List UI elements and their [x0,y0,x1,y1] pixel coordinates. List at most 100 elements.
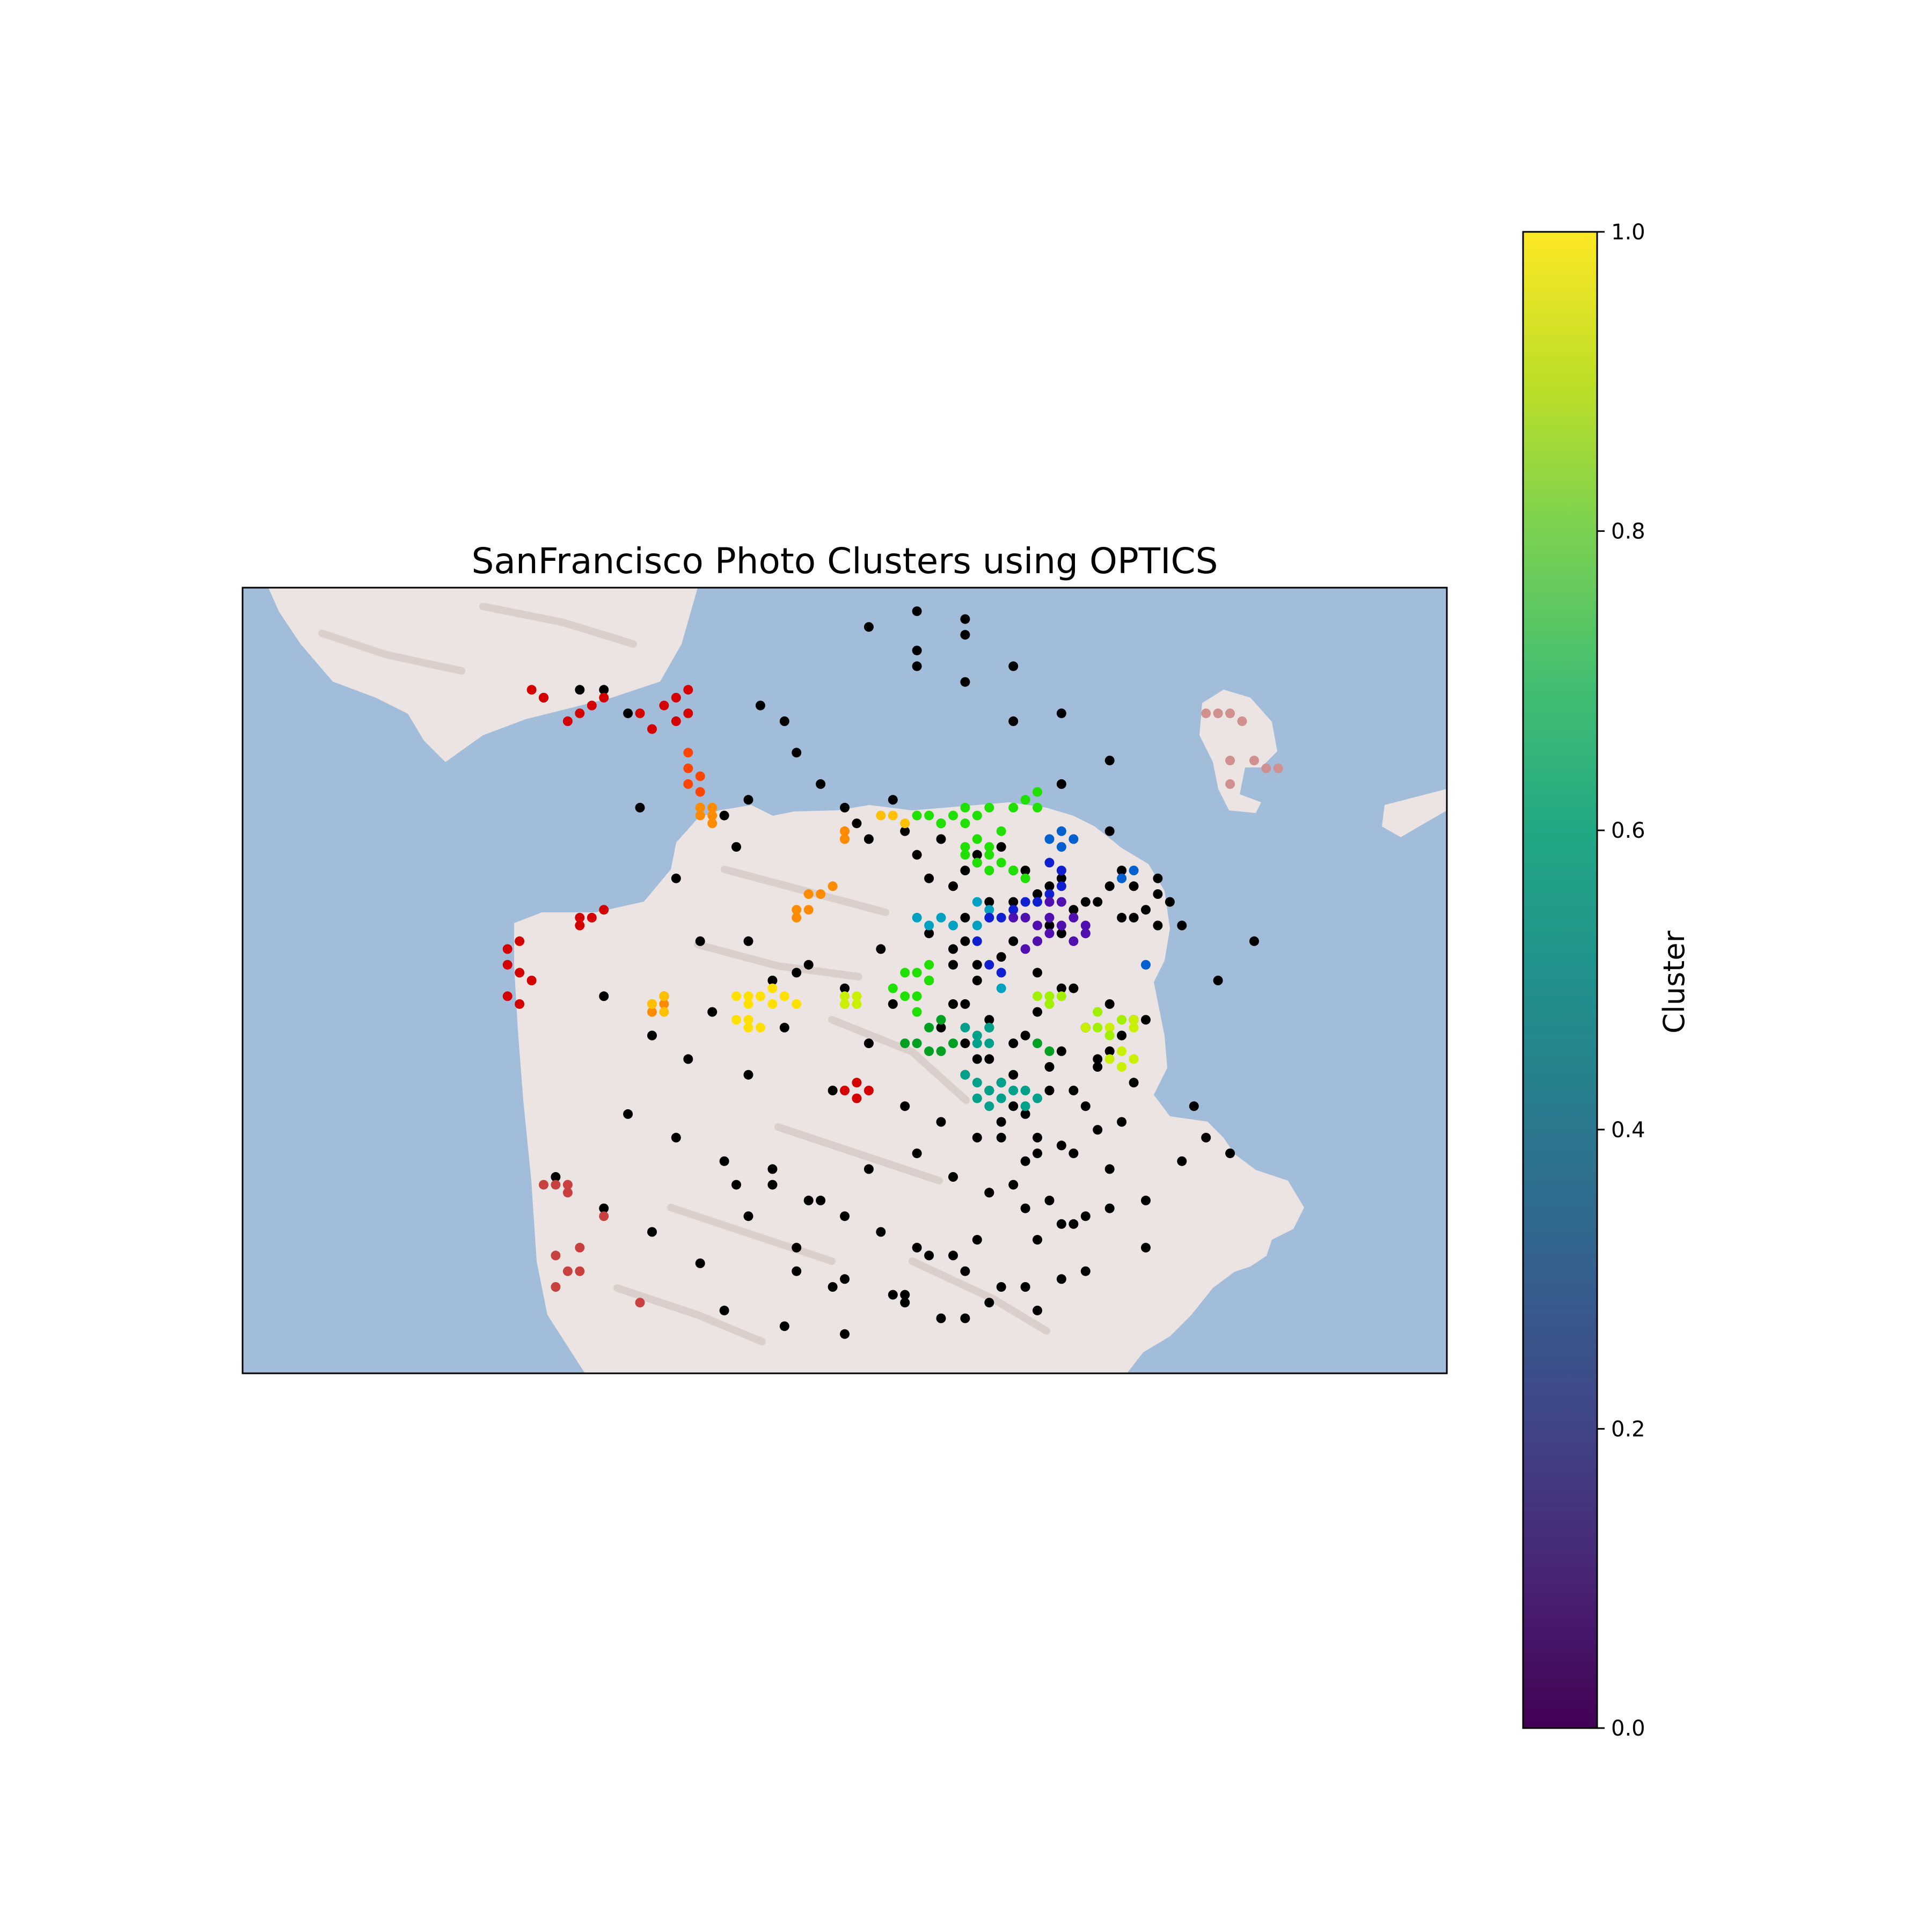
data-point [647,724,657,734]
data-point [575,685,585,695]
data-point [924,873,934,883]
data-point [1225,779,1235,789]
data-point [948,1038,958,1049]
data-point [1056,928,1066,939]
data-point [1093,897,1103,907]
data-point [792,748,802,758]
data-point [562,1180,573,1190]
data-point [1225,1148,1235,1159]
data-point [671,716,681,726]
data-point [972,850,982,860]
data-point [972,1093,982,1103]
data-point [515,999,525,1009]
data-point [984,897,994,907]
data-point [972,1235,982,1245]
data-point [1080,1211,1091,1221]
land-angel-island [1199,690,1277,813]
data-point [1008,661,1019,671]
data-point [996,1282,1006,1292]
data-point [1069,1086,1079,1095]
data-point [1033,897,1042,907]
data-point [912,1242,922,1253]
data-point [731,1180,741,1190]
data-point [1020,866,1030,875]
data-point [767,999,778,1009]
data-point [779,716,789,726]
data-point [803,889,814,899]
colorbar-tick-label: 0.8 [1611,519,1645,544]
data-point [1237,716,1247,726]
data-point [1117,1046,1127,1056]
data-point [1069,1219,1079,1229]
data-point [599,693,609,702]
data-point [659,999,669,1009]
data-point [599,905,609,915]
data-point [960,999,970,1009]
data-point [1153,873,1163,883]
data-point [1033,1132,1042,1143]
data-point [936,1313,946,1323]
data-point [936,834,946,844]
data-point [683,685,693,695]
data-point [1008,1180,1019,1190]
data-point [659,700,669,711]
data-point [972,1078,982,1088]
data-point [695,936,705,946]
data-point [683,748,693,758]
data-point [1261,763,1271,773]
data-point [1044,834,1055,844]
data-point [779,991,789,1001]
data-point [924,920,934,931]
data-point [1104,1164,1115,1174]
data-point [1069,834,1079,844]
data-point [912,968,922,978]
data-point [900,1038,910,1049]
data-point [1033,936,1042,946]
data-point [1020,873,1030,883]
data-point [731,991,741,1001]
data-point [1008,1101,1019,1111]
data-point [1056,779,1066,789]
data-point [1056,866,1066,875]
map-axes[interactable] [243,588,1447,1373]
data-point [587,912,597,923]
data-point [1033,920,1042,931]
data-point [900,1101,910,1111]
data-point [900,968,910,978]
data-point [984,1298,994,1308]
data-point [719,1305,729,1315]
data-point [984,1038,994,1049]
data-point [1104,1203,1115,1213]
data-point [1104,1022,1115,1033]
data-point [1177,1156,1187,1166]
data-point [575,912,585,923]
data-point [1033,1007,1042,1017]
data-point [888,999,898,1009]
data-point [792,999,802,1009]
data-point [1213,708,1223,719]
colorbar-label: Cluster [1657,930,1691,1033]
data-point [1044,1062,1055,1072]
data-point [1129,1022,1139,1033]
data-point [1044,1195,1055,1205]
data-point [1069,1148,1079,1159]
data-point [863,622,874,632]
data-point [840,1329,850,1339]
data-point [767,976,778,985]
data-point [515,936,525,946]
data-point [1093,1125,1103,1135]
data-point [659,1007,669,1017]
data-point [1056,826,1066,836]
data-point [1141,1015,1151,1025]
data-point [1129,912,1139,923]
data-point [707,802,718,813]
data-point [912,991,922,1001]
data-point [960,936,970,946]
data-point [1080,897,1091,907]
data-point [840,983,850,993]
data-point [948,1250,958,1261]
data-point [1153,889,1163,899]
data-point [960,677,970,687]
data-point [792,905,802,915]
data-point [840,834,850,844]
